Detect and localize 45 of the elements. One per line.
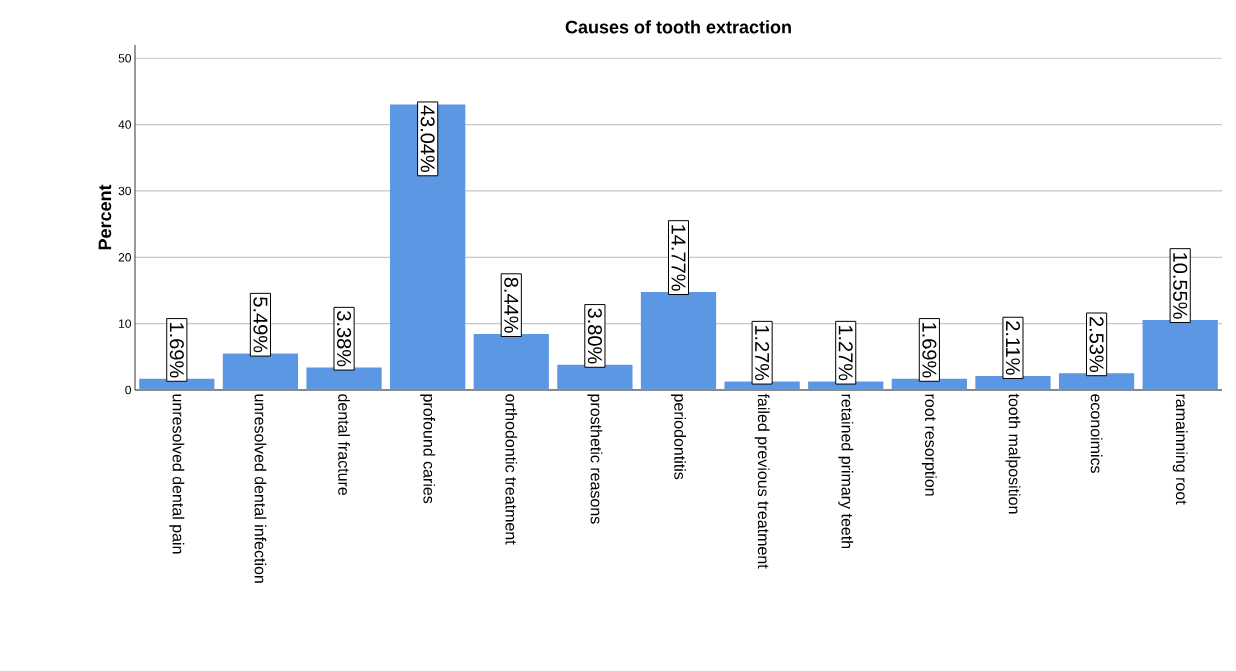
bar — [891, 378, 967, 390]
data-label: 3.38% — [336, 311, 352, 367]
bar — [139, 378, 215, 390]
data-label: 43.04% — [420, 105, 435, 173]
y-tick-label: 10 — [119, 319, 132, 328]
x-tick-label: ramainning root — [1172, 394, 1188, 505]
chart-title: Causes of tooth extraction — [565, 20, 791, 34]
y-tick-label: 50 — [118, 54, 132, 63]
y-tick-label: 40 — [118, 120, 132, 129]
x-tick-label: unresolved dental pain — [169, 394, 185, 554]
x-tick-label: prosthetic reasons — [587, 394, 603, 524]
x-tick-label: dental fracture — [338, 394, 350, 496]
x-tick-label: retained primary teeth — [838, 394, 854, 549]
data-label: 3.80% — [587, 308, 602, 364]
x-tick-label: root resorption — [921, 394, 937, 496]
x-tick-label: periodontitis — [671, 394, 686, 480]
data-label: 8.44% — [504, 277, 519, 333]
data-label: 1.69% — [922, 323, 937, 378]
bar — [390, 104, 466, 390]
bar — [306, 367, 382, 390]
y-axis-title: Percent — [98, 184, 112, 250]
data-label: 5.49% — [253, 297, 268, 353]
y-tick-label: 30 — [118, 186, 132, 196]
data-label: 14.77% — [671, 225, 686, 291]
y-tick-label: 0 — [125, 385, 132, 395]
bar — [1058, 373, 1135, 390]
data-label: 1.27% — [755, 325, 770, 381]
y-tick-label: 20 — [118, 253, 132, 262]
x-tick-label: profound caries — [420, 394, 436, 504]
bar — [557, 364, 633, 390]
x-tick-label: econoimics — [1090, 394, 1103, 473]
x-tick-label: orthodontic treatment — [505, 394, 518, 545]
bar — [473, 333, 549, 390]
x-tick-label: tooth malposition — [1005, 393, 1021, 514]
data-label: 2.53% — [1089, 317, 1104, 372]
x-tick-label: failed previous treatment — [754, 393, 770, 569]
bar — [1142, 319, 1218, 390]
bar — [640, 292, 717, 390]
bar — [222, 353, 299, 390]
data-label: 1.69% — [169, 323, 184, 378]
data-label: 2.11% — [1005, 321, 1020, 375]
x-tick-label: unresolved dental infection — [254, 394, 267, 583]
data-label: 10.55% — [1173, 253, 1188, 319]
bar — [975, 375, 1051, 390]
data-label: 1.27% — [838, 325, 853, 381]
